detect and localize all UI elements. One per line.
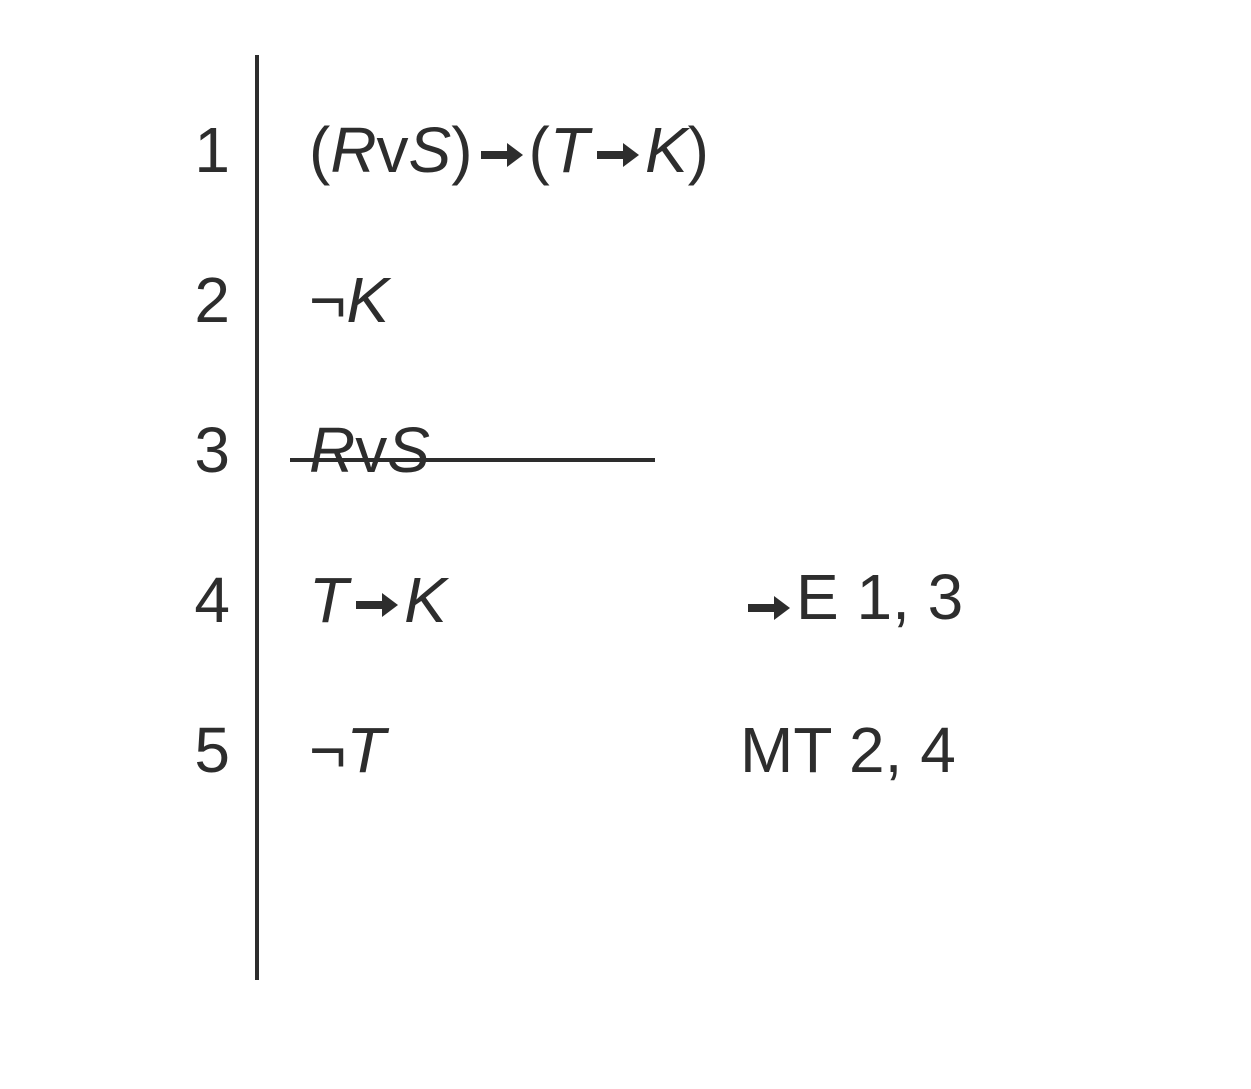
line-number: 5 — [180, 713, 255, 787]
justification: MT 2, 4 — [740, 713, 956, 787]
proof-row: 2¬K — [180, 225, 709, 375]
proof-row: 3R v S — [180, 375, 709, 525]
proof-row: 4T KE 1, 3 — [180, 525, 709, 675]
formula: T K — [259, 563, 447, 637]
arrow-icon — [589, 113, 645, 187]
proof-container: 1(R v S) (T K)2¬K3R v S4T KE 1, 35¬TMT 2… — [180, 75, 709, 825]
line-number: 2 — [180, 263, 255, 337]
proof-row: 1(R v S) (T K) — [180, 75, 709, 225]
arrow-icon — [473, 113, 529, 187]
formula: R v S — [259, 413, 430, 487]
formula: ¬K — [259, 263, 389, 337]
formula: (R v S) (T K) — [259, 113, 709, 187]
justification: E 1, 3 — [740, 560, 963, 639]
line-number: 4 — [180, 563, 255, 637]
formula: ¬T — [259, 713, 385, 787]
line-number: 1 — [180, 113, 255, 187]
line-number: 3 — [180, 413, 255, 487]
proof-row: 5¬TMT 2, 4 — [180, 675, 709, 825]
arrow-icon — [348, 563, 404, 637]
arrow-icon — [740, 566, 796, 640]
